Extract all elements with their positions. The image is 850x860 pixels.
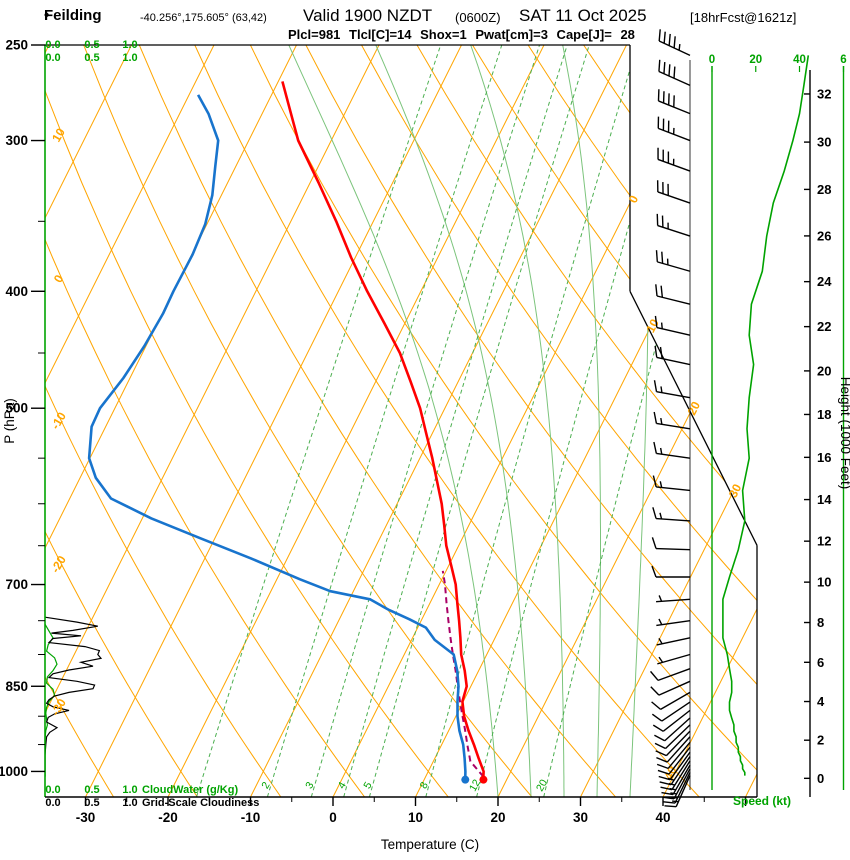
svg-text:-10: -10 — [48, 409, 69, 431]
svg-text:14: 14 — [817, 492, 832, 507]
svg-text:40: 40 — [655, 810, 670, 825]
svg-text:20: 20 — [749, 54, 762, 66]
svg-text:5: 5 — [361, 780, 374, 791]
svg-text:20: 20 — [685, 399, 704, 418]
svg-text:1.0: 1.0 — [122, 52, 137, 64]
svg-text:1.0: 1.0 — [122, 784, 137, 796]
svg-text:22: 22 — [817, 319, 831, 334]
svg-text:0.5: 0.5 — [84, 797, 99, 809]
svg-text:1.0: 1.0 — [122, 39, 137, 51]
svg-text:-10: -10 — [241, 810, 261, 825]
svg-text:12: 12 — [467, 777, 483, 793]
svg-text:250: 250 — [5, 38, 28, 53]
svg-text:10: 10 — [643, 316, 662, 335]
svg-text:20: 20 — [817, 363, 831, 378]
svg-text:400: 400 — [5, 284, 28, 299]
station-coords: -40.256°,175.605° (63,42) — [140, 12, 267, 24]
svg-text:20: 20 — [534, 777, 550, 793]
valid-date: SAT 11 Oct 2025 — [519, 6, 647, 25]
sounding-indices: Plcl=981 Tlcl[C]=14 Shox=1 Pwat[cm]=3 Ca… — [288, 27, 635, 42]
svg-text:26: 26 — [817, 228, 831, 243]
plot-frame — [44, 44, 758, 798]
grid-dry-adiabats — [45, 45, 757, 797]
svg-text:2: 2 — [259, 780, 272, 791]
svg-text:0.0: 0.0 — [45, 797, 60, 809]
grid-moist-adiabats — [288, 45, 650, 797]
svg-text:32: 32 — [817, 86, 831, 101]
svg-text:0.0: 0.0 — [45, 784, 60, 796]
valid-time: Valid 1900 NZDT — [303, 6, 433, 25]
svg-text:28: 28 — [817, 182, 831, 197]
speed-curve — [722, 55, 810, 776]
svg-text:20: 20 — [490, 810, 505, 825]
svg-text:700: 700 — [5, 577, 28, 592]
svg-text:-30: -30 — [76, 810, 96, 825]
svg-text:8: 8 — [418, 780, 431, 791]
svg-text:0: 0 — [626, 193, 642, 206]
svg-text:1000: 1000 — [0, 764, 28, 779]
temperature-curve — [281, 81, 488, 784]
svg-text:Speed (kt): Speed (kt) — [733, 794, 791, 808]
dewpoint-curve — [87, 94, 470, 784]
svg-text:0: 0 — [329, 810, 337, 825]
svg-text:12: 12 — [817, 534, 831, 549]
surface-dewpoint-dot — [461, 775, 470, 784]
svg-text:10: 10 — [49, 125, 68, 144]
cloudwater-profile — [45, 623, 58, 777]
svg-text:CloudWater (g/Kg): CloudWater (g/Kg) — [142, 784, 238, 796]
temperature-axis: -30 -20 -10 0 10 20 30 40 Temperature (C) — [76, 797, 747, 852]
svg-text:30: 30 — [817, 135, 831, 150]
svg-text:4: 4 — [336, 780, 349, 791]
svg-text:1.0: 1.0 — [122, 797, 137, 809]
svg-text:0.0: 0.0 — [45, 39, 60, 51]
svg-text:16: 16 — [817, 450, 831, 465]
svg-text:24: 24 — [817, 274, 832, 289]
cloudiness-profile — [45, 616, 103, 777]
pressure-axis: 250 300 400 500 700 850 1000 P (hPa) — [0, 38, 45, 779]
svg-text:0.5: 0.5 — [84, 784, 99, 796]
svg-text:3: 3 — [303, 780, 316, 791]
svg-text:0.5: 0.5 — [84, 52, 99, 64]
svg-text:0.0: 0.0 — [45, 52, 60, 64]
svg-text:18: 18 — [817, 407, 831, 422]
svg-text:4: 4 — [817, 694, 825, 709]
svg-text:30: 30 — [726, 481, 745, 500]
svg-text:6: 6 — [840, 54, 846, 66]
wind-barbs — [649, 29, 691, 808]
svg-text:40: 40 — [793, 54, 806, 66]
svg-text:P (hPa): P (hPa) — [2, 398, 17, 444]
cloud-scales: 0.00.00.00.00.50.50.50.51.01.01.01.0Clou… — [45, 39, 259, 809]
svg-text:300: 300 — [5, 133, 28, 148]
svg-text:500: 500 — [5, 401, 28, 416]
svg-text:10: 10 — [817, 575, 831, 590]
valid-time-utc: (0600Z) — [455, 10, 501, 25]
svg-text:0.5: 0.5 — [84, 39, 99, 51]
forecast-info: [18hrFcst@1621z] — [690, 10, 797, 25]
svg-text:Height (1000 Feet): Height (1000 Feet) — [838, 377, 850, 490]
svg-text:6: 6 — [817, 655, 824, 670]
svg-text:10: 10 — [408, 810, 423, 825]
svg-text:8: 8 — [817, 615, 824, 630]
svg-text:Grid-Scale Cloudiness: Grid-Scale Cloudiness — [142, 797, 259, 809]
svg-text:Temperature (C): Temperature (C) — [381, 837, 479, 852]
svg-text:-20: -20 — [158, 810, 178, 825]
svg-text:0: 0 — [709, 54, 715, 66]
svg-text:2: 2 — [817, 733, 824, 748]
svg-text:0: 0 — [817, 771, 824, 786]
grid-mixing-ratio-lines — [196, 45, 738, 797]
surface-temperature-dot — [479, 775, 488, 784]
svg-text:30: 30 — [573, 810, 588, 825]
svg-text:850: 850 — [5, 679, 28, 694]
